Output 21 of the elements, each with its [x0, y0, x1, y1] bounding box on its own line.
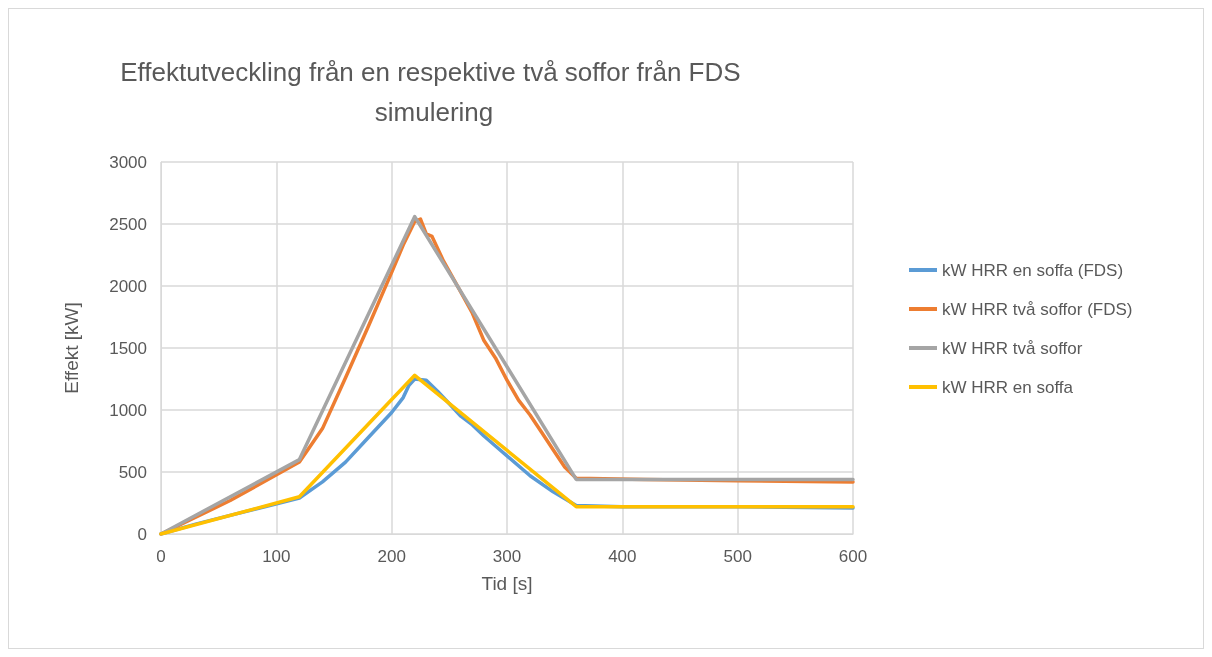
- legend-label: kW HRR två soffor (FDS): [942, 299, 1133, 319]
- x-tick-label: 100: [262, 547, 291, 566]
- y-tick-label: 2000: [109, 276, 147, 296]
- y-tick-label: 1500: [109, 338, 147, 358]
- legend-label: kW HRR en soffa (FDS): [942, 260, 1124, 280]
- y-tick-label: 3000: [109, 152, 147, 172]
- x-tick-label: 400: [608, 547, 637, 566]
- x-tick-label: 0: [156, 547, 166, 566]
- legend-label: kW HRR en soffa: [942, 377, 1074, 397]
- y-tick-label: 500: [118, 462, 147, 482]
- x-tick-label: 300: [492, 547, 522, 566]
- x-axis-title: Tid [s]: [481, 573, 533, 594]
- chart-title: Effektutveckling från en respektive två soffor från FDS simulering: [120, 57, 748, 127]
- legend-label: kW HRR två soffor: [942, 338, 1083, 358]
- y-axis-title: Effekt [kW]: [61, 302, 82, 394]
- y-tick-label: 1000: [109, 400, 147, 420]
- y-tick-label: 2500: [109, 214, 147, 234]
- x-tick-label: 500: [723, 547, 752, 566]
- x-tick-label: 600: [838, 547, 868, 566]
- x-tick-label: 200: [377, 547, 406, 566]
- y-tick-label: 0: [137, 524, 147, 544]
